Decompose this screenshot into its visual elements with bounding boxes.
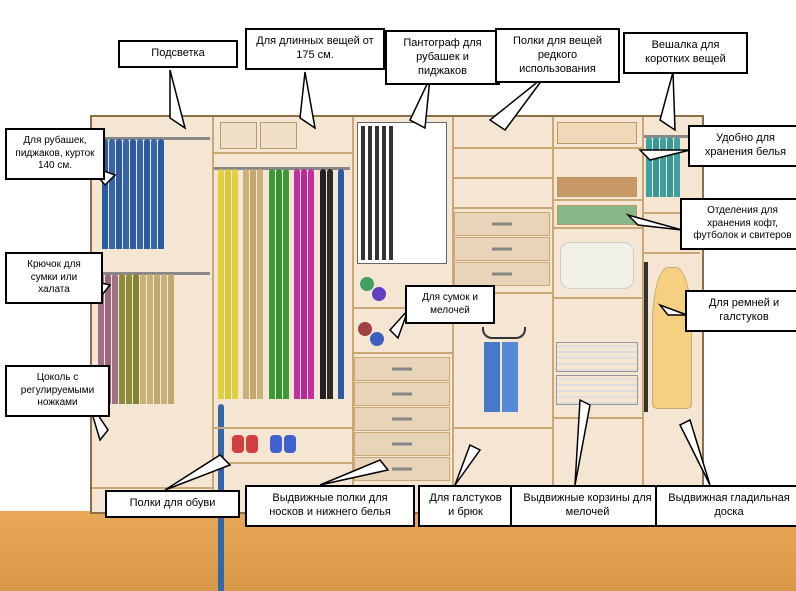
sweater-stack xyxy=(557,205,637,225)
drawer xyxy=(454,212,550,236)
shoes xyxy=(284,435,296,453)
storage-box xyxy=(260,122,297,149)
callout-socks-underwear: Выдвижные полки для носков и нижнего бел… xyxy=(245,485,415,527)
trousers xyxy=(484,342,500,412)
callout-text: Полки для обуви xyxy=(130,497,216,509)
callout-short-hanger: Вешалка для коротких вещей xyxy=(623,32,748,74)
drawer xyxy=(354,407,450,431)
callout-ties-trousers: Для галстуков и брюк xyxy=(418,485,513,527)
callout-text: Для ремней и галстуков xyxy=(709,297,779,323)
ball-icon xyxy=(360,277,374,291)
callout-text: Выдвижные корзины для мелочей xyxy=(523,492,651,518)
section-1 xyxy=(92,117,214,512)
callout-text: Отделения для хранения кофт, футболок и … xyxy=(693,205,791,241)
callout-lighting: Подсветка xyxy=(118,40,238,68)
callout-ironing: Выдвижная гладильная доска xyxy=(655,485,796,527)
callout-belts-ties: Для ремней и галстуков xyxy=(685,290,796,332)
drawer xyxy=(354,457,450,481)
callout-text: Полки для вещей редкого использования xyxy=(513,35,602,75)
pillow xyxy=(560,242,634,289)
callout-plinth: Цоколь с регулируемыми ножками xyxy=(5,365,110,417)
clothes-long xyxy=(218,169,352,399)
drawer xyxy=(354,382,450,406)
drawer xyxy=(454,262,550,286)
callout-text: Для галстуков и брюк xyxy=(429,492,501,518)
callout-text: Вешалка для коротких вещей xyxy=(645,39,726,65)
shoes xyxy=(246,435,258,453)
ties-rail xyxy=(644,262,648,412)
callout-text: Для сумок и мелочей xyxy=(422,292,478,316)
callout-text: Удобно для хранения белья xyxy=(705,132,786,158)
linen-stack xyxy=(557,122,637,144)
ball-icon xyxy=(372,287,386,301)
clothes-short xyxy=(646,137,681,197)
sweater-stack xyxy=(557,177,637,197)
callout-baskets: Выдвижные корзины для мелочей xyxy=(510,485,665,527)
wardrobe-body xyxy=(90,115,704,514)
callout-text: Выдвижная гладильная доска xyxy=(668,492,789,518)
trousers xyxy=(502,342,518,412)
callout-rare-shelves: Полки для вещей редкого использования xyxy=(495,28,620,83)
wire-basket xyxy=(556,342,638,372)
pantograph-frame xyxy=(357,122,447,264)
callout-pantograph: Пантограф для рубашек и пиджаков xyxy=(385,30,500,85)
shoes xyxy=(270,435,282,453)
callout-linen: Удобно для хранения белья xyxy=(688,125,796,167)
callout-shirts-140: Для рубашек, пиджаков, курток 140 см. xyxy=(5,128,105,180)
callout-bags-small: Для сумок и мелочей xyxy=(405,285,495,324)
shoes xyxy=(232,435,244,453)
clothes-blue xyxy=(102,139,165,249)
ball-icon xyxy=(358,322,372,336)
wardrobe-diagram: Подсветка Для длинных вещей от 175 см. П… xyxy=(0,0,796,591)
callout-hook: Крючок для сумки или халата xyxy=(5,252,103,304)
drawer xyxy=(454,237,550,261)
callout-text: Для рубашек, пиджаков, курток 140 см. xyxy=(15,135,94,171)
storage-box xyxy=(220,122,257,149)
hanger-icon xyxy=(482,327,526,339)
callout-sweaters: Отделения для хранения кофт, футболок и … xyxy=(680,198,796,250)
callout-text: Для длинных вещей от 175 см. xyxy=(256,35,373,61)
drawer xyxy=(354,432,450,456)
callout-text: Подсветка xyxy=(151,47,204,59)
callout-long-items: Для длинных вещей от 175 см. xyxy=(245,28,385,70)
wire-basket xyxy=(556,375,638,405)
callout-shoe-shelves: Полки для обуви xyxy=(105,490,240,518)
drawer xyxy=(354,357,450,381)
ball-icon xyxy=(370,332,384,346)
callout-text: Пантограф для рубашек и пиджаков xyxy=(403,37,481,77)
section-5 xyxy=(552,117,644,512)
callout-text: Цоколь с регулируемыми ножками xyxy=(21,372,94,408)
callout-text: Выдвижные полки для носков и нижнего бел… xyxy=(269,492,391,518)
ironing-board xyxy=(652,267,692,409)
callout-text: Крючок для сумки или халата xyxy=(27,259,81,295)
section-2 xyxy=(212,117,354,512)
